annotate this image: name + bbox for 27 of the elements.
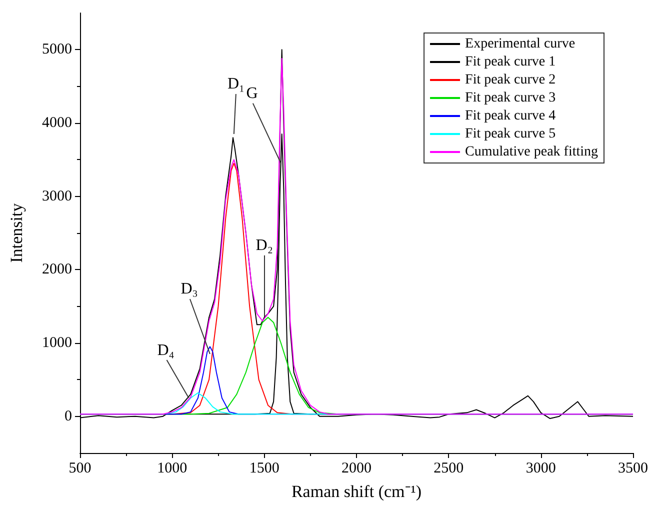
annotation: D₂ <box>256 236 273 254</box>
legend-label: Fit peak curve 4 <box>465 108 556 124</box>
x-axis-title: Raman shift (cm⁻¹) <box>291 482 422 501</box>
x-tick-label: 2000 <box>342 460 372 476</box>
x-tick-label: 2500 <box>434 460 464 476</box>
x-tick-label: 1000 <box>157 460 188 476</box>
legend-label: Cumulative peak fitting <box>465 144 598 160</box>
annotation: G <box>246 85 258 102</box>
annotation: D₃ <box>180 280 198 298</box>
y-tick-label: 5000 <box>42 42 72 58</box>
y-tick-label: 3000 <box>42 188 72 204</box>
legend-label: Fit peak curve 2 <box>465 72 556 88</box>
y-tick-label: 0 <box>64 408 72 424</box>
legend-label: Experimental curve <box>465 36 576 52</box>
annotation: D₄ <box>157 342 175 359</box>
annotation: D₁ <box>227 76 245 93</box>
y-tick-label: 2000 <box>42 262 72 278</box>
x-tick-label: 500 <box>68 460 92 476</box>
x-tick-label: 1500 <box>249 460 280 476</box>
y-axis-title: Intensity <box>7 202 26 263</box>
x-tick-label: 3000 <box>526 460 556 476</box>
legend-label: Fit peak curve 3 <box>465 90 556 106</box>
y-tick-label: 4000 <box>42 115 72 131</box>
x-tick-label: 3500 <box>618 460 648 476</box>
y-tick-label: 1000 <box>42 335 72 351</box>
legend-label: Fit peak curve 5 <box>465 126 556 142</box>
legend-label: Fit peak curve 1 <box>465 54 556 70</box>
